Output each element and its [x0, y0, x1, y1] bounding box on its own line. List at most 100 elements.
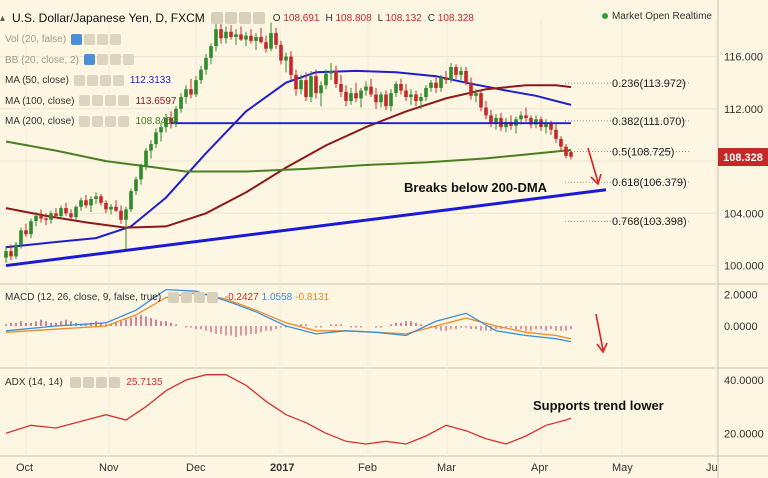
market-open-label: Market Open — [611, 11, 670, 22]
gear-icon[interactable] — [84, 33, 96, 45]
candle — [89, 198, 93, 206]
candle — [419, 97, 423, 101]
candle — [174, 108, 178, 124]
candle — [184, 89, 188, 98]
market-status: Market Open Realtime — [601, 11, 712, 22]
candle — [9, 251, 13, 257]
add-icon[interactable] — [95, 377, 107, 388]
candle — [294, 74, 298, 90]
gear-icon[interactable] — [224, 12, 237, 24]
macd-value: -0.8131 — [295, 292, 330, 304]
candle — [234, 34, 238, 37]
add-icon[interactable] — [109, 54, 121, 66]
eye-icon[interactable] — [79, 115, 91, 127]
add-icon[interactable] — [99, 74, 111, 86]
fib-level-label: 0.768(103.398) — [612, 216, 687, 228]
candle — [534, 119, 538, 125]
candle — [434, 82, 438, 88]
candle — [124, 209, 128, 220]
candle — [384, 94, 388, 107]
candle — [114, 206, 118, 211]
down-arrow-icon — [587, 147, 602, 186]
candle — [34, 215, 38, 222]
add-icon[interactable] — [105, 115, 117, 127]
add-icon[interactable] — [193, 292, 205, 303]
macd-signal-line — [5, 292, 572, 340]
eye-icon[interactable] — [73, 74, 85, 86]
add-icon[interactable] — [105, 95, 117, 107]
candle — [504, 121, 508, 128]
close-icon[interactable] — [122, 54, 134, 66]
gear-icon[interactable] — [69, 377, 81, 388]
candle — [349, 93, 353, 101]
close-icon[interactable] — [118, 115, 130, 127]
gear-icon[interactable] — [92, 95, 104, 107]
price-tick-label: 100.000 — [724, 261, 764, 273]
macd-line — [5, 288, 572, 343]
ohlc-key: H — [325, 12, 336, 24]
macd-value: 1.0558 — [261, 292, 293, 304]
candle — [209, 46, 213, 58]
add-icon[interactable] — [97, 33, 109, 45]
close-icon[interactable] — [112, 74, 124, 86]
candle — [44, 218, 48, 220]
candle — [134, 179, 138, 192]
indicator-label: MA (50, close) — [5, 75, 69, 86]
collapse-chevron-icon[interactable]: ▴ — [0, 12, 6, 24]
indicator-row[interactable]: MA (50, close) 112.3133 — [5, 71, 177, 92]
candle — [14, 244, 18, 257]
candle — [204, 57, 208, 70]
candle — [154, 132, 158, 145]
candle — [249, 35, 253, 41]
indicator-row[interactable]: Vol (20, false) — [5, 30, 177, 51]
close-icon[interactable] — [118, 95, 130, 107]
candle — [409, 94, 413, 98]
candle — [449, 67, 453, 81]
status-dot-icon — [601, 13, 608, 19]
time-tick-label: Ju — [706, 462, 718, 474]
indicator-row[interactable]: BB (20, close, 2) — [5, 51, 177, 72]
candle — [229, 31, 233, 37]
candle — [529, 117, 533, 125]
close-icon[interactable] — [108, 377, 120, 388]
candle — [339, 84, 343, 92]
candle — [544, 123, 548, 128]
candle — [194, 80, 198, 95]
adx-pane: 40.0000 20.0000 — [5, 374, 764, 445]
close-icon[interactable] — [206, 292, 218, 303]
indicator-controls — [71, 33, 122, 45]
gear-icon[interactable] — [92, 115, 104, 127]
candle — [354, 93, 358, 99]
close-icon[interactable] — [110, 33, 122, 45]
candle — [309, 76, 313, 98]
indicator-row[interactable]: MA (200, close) 108.8459 — [5, 112, 177, 133]
macd-label[interactable]: MACD (12, 26, close, 9, false, true) — [5, 292, 162, 304]
candle — [224, 31, 228, 39]
candle — [564, 146, 568, 156]
ohlc-key: C — [427, 12, 438, 24]
indicator-row[interactable]: MA (100, close) 113.6597 — [5, 92, 177, 113]
price-tick-label: 116.000 — [724, 52, 763, 64]
settings-icon[interactable] — [82, 377, 94, 388]
price-tick-label: 104.000 — [724, 208, 764, 220]
gear-icon[interactable] — [86, 74, 98, 86]
settings-icon[interactable] — [180, 292, 192, 303]
adx-label[interactable]: ADX (14, 14) — [5, 377, 63, 389]
close-icon[interactable] — [252, 12, 265, 24]
eye-icon[interactable] — [79, 95, 91, 107]
symbol-title[interactable]: U.S. Dollar/Japanese Yen, D, FXCM — [12, 11, 205, 25]
gear-icon[interactable] — [167, 292, 179, 303]
ma-line — [5, 84, 572, 229]
add-icon[interactable] — [238, 12, 251, 24]
settings-icon[interactable] — [210, 12, 223, 24]
candle — [279, 44, 283, 61]
fib-level-label: 0.382(111.070) — [612, 116, 685, 128]
candle — [519, 115, 523, 120]
candle — [324, 73, 328, 86]
eye-icon[interactable] — [83, 54, 95, 66]
candle — [379, 94, 383, 103]
gear-icon[interactable] — [96, 54, 108, 66]
eye-icon[interactable] — [71, 33, 83, 45]
candle — [159, 127, 163, 133]
time-tick-label: Feb — [358, 462, 377, 474]
